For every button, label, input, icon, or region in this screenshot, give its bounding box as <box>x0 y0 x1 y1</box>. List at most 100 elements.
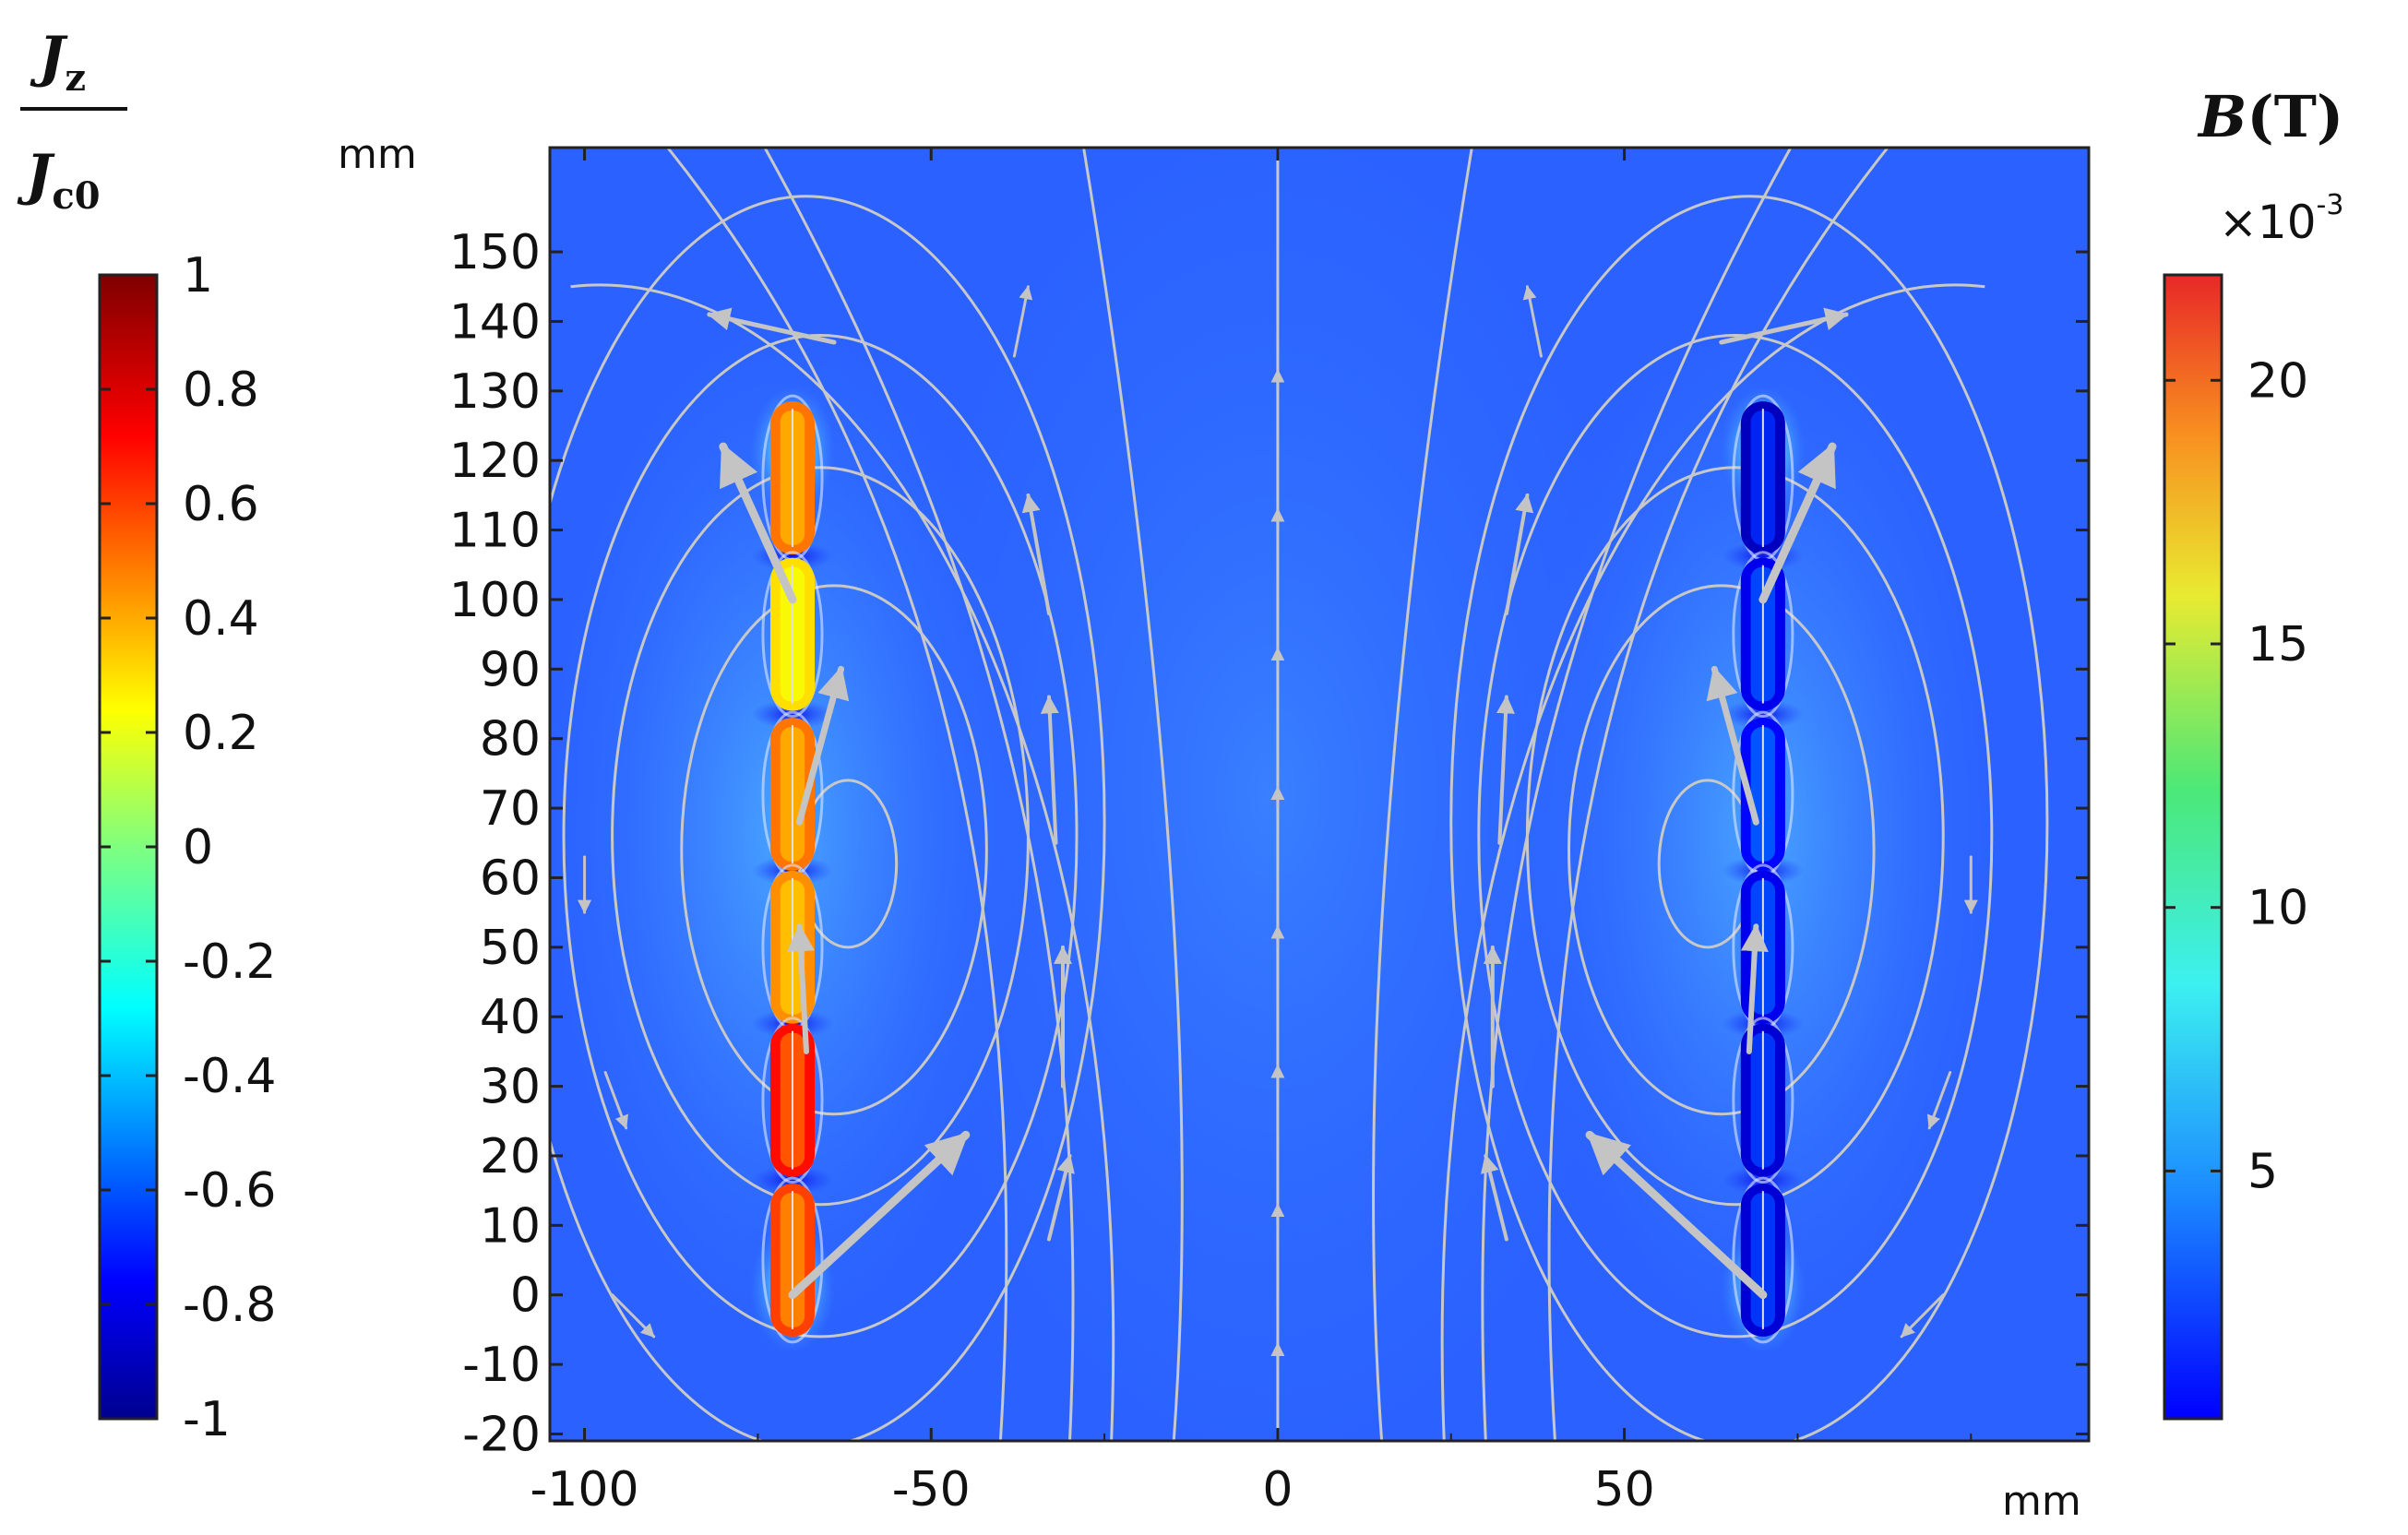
y-axis-ticks: 1501401301201101009080706050403020100-10… <box>449 225 2089 1462</box>
field-arrow <box>1504 493 1534 616</box>
field-lines <box>550 148 2049 1441</box>
right-colorbar-tick-label: 10 <box>2247 881 2308 936</box>
coil-tape <box>761 1017 824 1184</box>
field-line <box>1082 148 1184 1441</box>
field-line <box>1547 148 1889 1441</box>
field-line <box>562 334 1079 1339</box>
x-tick-label: 50 <box>1594 1462 1655 1517</box>
field-arrow <box>1522 285 1543 358</box>
x-axis-ticks: -100 -50 0 50 <box>530 148 1973 1517</box>
left-colorbar-tick-label: 0.4 <box>183 591 259 647</box>
coil-tape <box>1732 863 1794 1031</box>
field-line <box>550 195 1106 1441</box>
y-tick-label: 80 <box>480 712 541 768</box>
field-line <box>1567 584 1876 1116</box>
right-colorbar-gradient <box>2163 273 2223 1421</box>
y-tick-label: 20 <box>480 1129 541 1184</box>
y-tick-label: 60 <box>480 851 541 906</box>
y-tick-label: 30 <box>480 1060 541 1115</box>
coil-gap-spot <box>751 1008 833 1039</box>
left-colorbar-title-numerator: Jz <box>30 25 86 100</box>
field-arrow <box>1046 1153 1075 1242</box>
y-tick-label: 50 <box>480 921 541 976</box>
coil-tape <box>1732 1176 1794 1344</box>
x-unit-label: mm <box>2002 1478 2081 1525</box>
y-tick-label: 90 <box>480 642 541 697</box>
coil-gap-spot <box>751 1165 833 1196</box>
x-tick-label: -50 <box>892 1462 971 1517</box>
field-arrow <box>603 1071 628 1130</box>
x-tick-label: 0 <box>1262 1462 1293 1517</box>
x-tick-label: -100 <box>530 1462 639 1517</box>
coil-tape <box>761 863 824 1031</box>
right-colorbar: B(T) ×10-3 20 15 10 5 <box>2163 83 2343 1421</box>
field-arrow <box>1040 695 1059 845</box>
coil-tape <box>1732 1017 1794 1184</box>
y-tick-label: 40 <box>480 990 541 1045</box>
field-arrow <box>719 442 797 604</box>
y-tick-label: 0 <box>510 1268 541 1324</box>
right-colorbar-tick-label: 5 <box>2247 1144 2278 1199</box>
right-colorbar-ticks: 20 15 10 5 <box>2164 353 2308 1199</box>
coil-gap-spot <box>1722 699 1804 730</box>
y-unit-label: mm <box>338 131 417 178</box>
coil-gap-spot <box>1722 1165 1804 1196</box>
y-tick-label: 150 <box>449 225 541 280</box>
left-colorbar-tick-label: -1 <box>183 1392 231 1447</box>
field-arrow <box>1758 442 1837 604</box>
y-tick-label: -10 <box>462 1338 541 1393</box>
coil-tape <box>761 394 824 562</box>
y-tick-label: 140 <box>449 294 541 350</box>
field-arrow <box>611 1293 656 1339</box>
y-tick-label: 100 <box>449 573 541 628</box>
field-line <box>680 584 988 1116</box>
field-line <box>666 148 1008 1441</box>
y-tick-label: 120 <box>449 434 541 489</box>
left-colorbar-tick-label: -0.6 <box>183 1163 276 1219</box>
field-arrow <box>1719 307 1849 345</box>
field-arrow <box>1012 285 1033 358</box>
left-colorbar-tick-label: 0.2 <box>183 706 259 761</box>
field-map <box>550 148 2049 1441</box>
field-arrow <box>1706 665 1759 826</box>
field-arrow <box>1926 1071 1952 1130</box>
right-colorbar-title: B(T) <box>2197 83 2343 150</box>
field-arrow <box>1480 1153 1508 1242</box>
left-colorbar-ticks: 1 0.8 0.6 0.4 0.2 0 -0.2 -0.4 -0.6 -0.8 -1 <box>100 248 276 1447</box>
field-line <box>1481 148 1793 1441</box>
left-colorbar-tick-label: 0 <box>183 820 213 875</box>
coil-tape <box>761 1176 824 1344</box>
field-line <box>570 283 1115 1441</box>
field-arrow <box>1740 923 1769 1054</box>
field-line <box>1372 148 1473 1441</box>
coil-gap-spot <box>1722 855 1804 886</box>
field-arrow <box>1900 1293 1945 1339</box>
y-tick-label: 10 <box>480 1198 541 1254</box>
left-colorbar-tick-label: -0.8 <box>183 1278 276 1333</box>
plot-area: -100 -50 0 50 15014013012011010090807060504… <box>338 131 2091 1525</box>
field-arrow <box>788 1130 971 1300</box>
coil-tape <box>1732 710 1794 878</box>
coil-gap-spot <box>751 699 833 730</box>
left-colorbar-tick-label: -0.2 <box>183 934 276 990</box>
right-colorbar-tick-label: 20 <box>2247 353 2308 409</box>
field-glow-center <box>885 148 1660 1441</box>
left-colorbar-tick-label: 0.6 <box>183 477 259 532</box>
y-tick-label: 130 <box>449 364 541 420</box>
coil-tape <box>1732 551 1794 719</box>
right-colorbar-tick-label: 15 <box>2247 617 2308 672</box>
y-tick-label: 110 <box>449 504 541 559</box>
left-colorbar-title-denominator: Jc0 <box>17 143 101 218</box>
coil-tape <box>1732 394 1794 562</box>
field-arrow <box>707 307 837 345</box>
y-tick-label: 70 <box>480 781 541 837</box>
field-line <box>1449 195 2049 1441</box>
field-arrow <box>1585 1130 1768 1300</box>
plot-frame <box>548 146 2091 1443</box>
field-arrow <box>795 665 850 826</box>
field-line <box>1440 283 1985 1441</box>
field-line <box>1477 334 1994 1339</box>
field-arrow <box>1496 695 1516 845</box>
left-colorbar: Jz Jc0 1 0.8 0.6 0.4 0.2 0 -0.2 -0.4 -0.6 -0.8 -1 <box>17 25 276 1447</box>
field-arrow <box>787 923 815 1054</box>
